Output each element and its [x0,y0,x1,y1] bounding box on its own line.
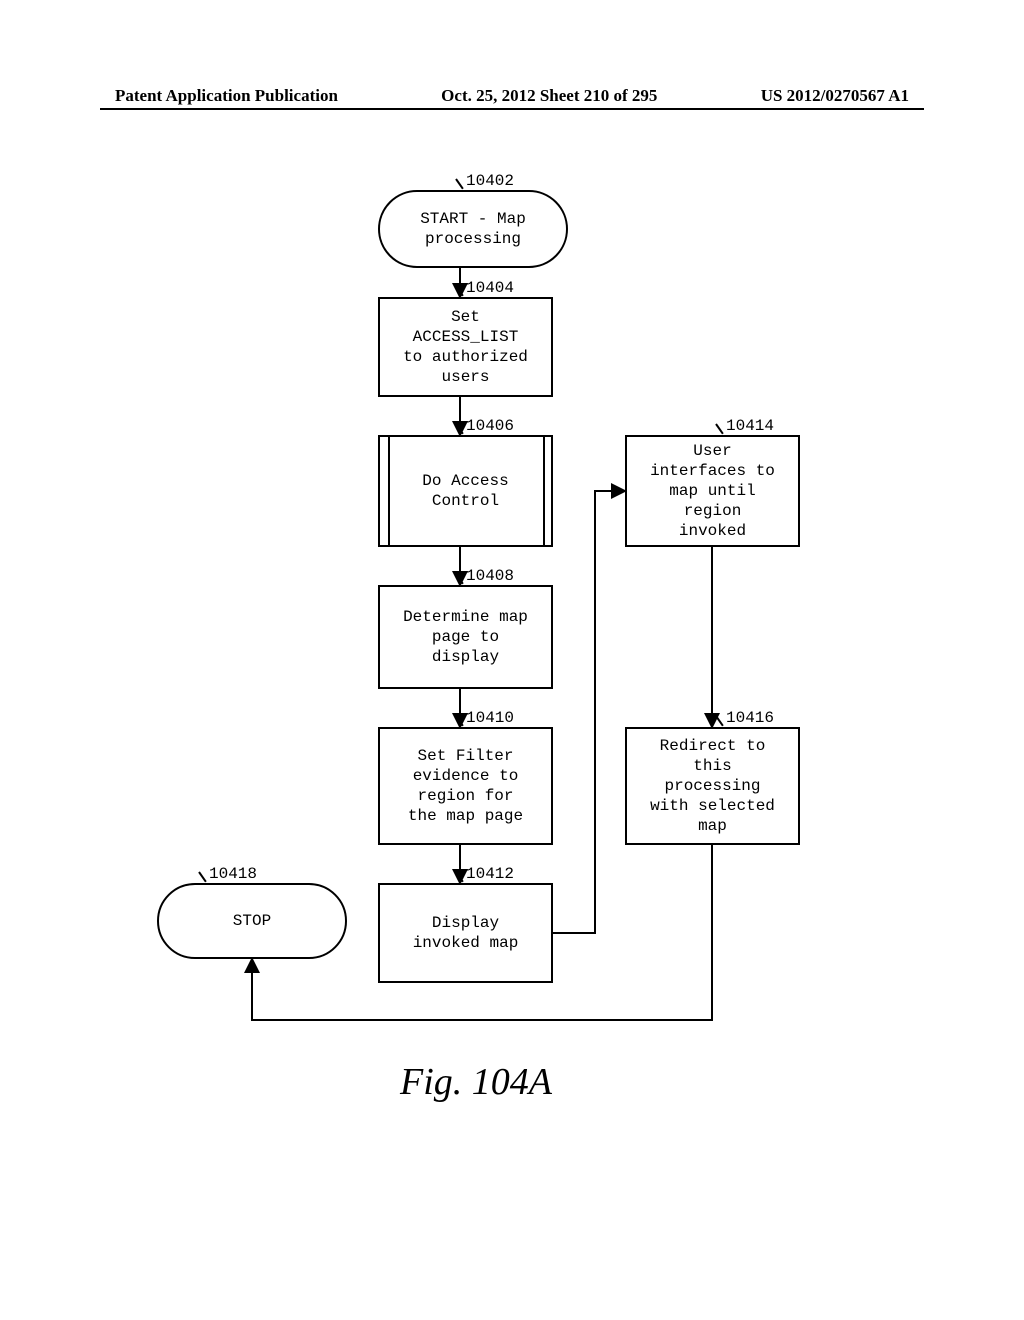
flow-node-10412: Display invoked map [378,883,553,983]
ref-tick-10404 [455,285,464,296]
flow-node-10406: Do Access Control [378,435,553,547]
ref-tick-10408 [455,573,464,584]
ref-tick-10414 [715,423,724,434]
flow-node-10416: Redirect to this processing with selecte… [625,727,800,845]
ref-label-10410: 10410 [466,709,514,727]
ref-label-10404: 10404 [466,279,514,297]
ref-label-10408: 10408 [466,567,514,585]
ref-tick-10410 [455,715,464,726]
flow-node-10418: STOP [157,883,347,959]
ref-tick-10412 [455,871,464,882]
flow-node-10414: User interfaces to map until region invo… [625,435,800,547]
figure-caption: Fig. 104A [400,1060,552,1104]
ref-tick-10416 [715,715,724,726]
ref-label-10418: 10418 [209,865,257,883]
ref-label-10402: 10402 [466,172,514,190]
ref-tick-10418 [198,871,207,882]
ref-label-10406: 10406 [466,417,514,435]
ref-tick-10402 [455,178,464,189]
flowchart-diagram: START - Map processing Set ACCESS_LIST to… [0,0,1024,1320]
ref-label-10416: 10416 [726,709,774,727]
flow-node-10410: Set Filter evidence to region for the ma… [378,727,553,845]
edge-10412-10414 [553,491,625,933]
flow-node-10408: Determine map page to display [378,585,553,689]
ref-label-10414: 10414 [726,417,774,435]
ref-label-10412: 10412 [466,865,514,883]
ref-tick-10406 [455,423,464,434]
flow-node-10404: Set ACCESS_LIST to authorized users [378,297,553,397]
flow-node-10402: START - Map processing [378,190,568,268]
